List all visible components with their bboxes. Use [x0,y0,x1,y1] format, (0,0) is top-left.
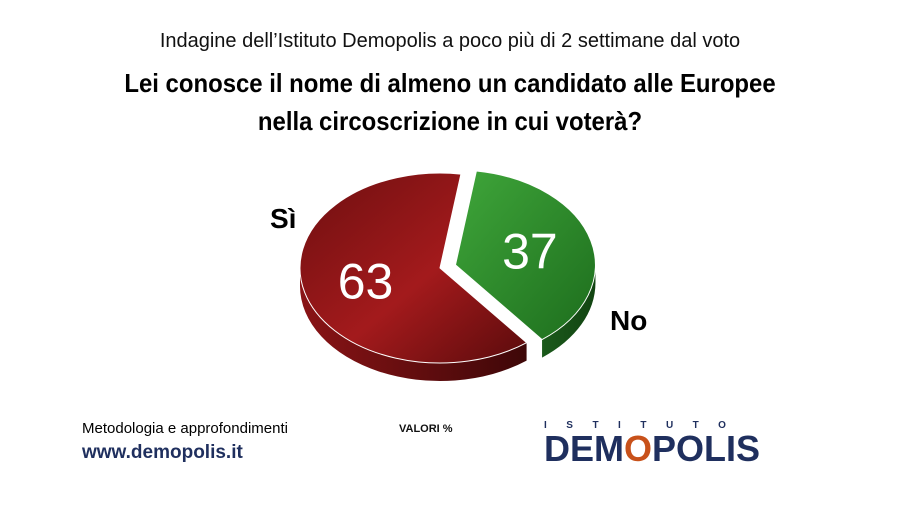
pie-side-no [300,268,527,381]
slice-value-no: 63 [338,253,394,309]
demopolis-logo: ISTITUTO DEMOPOLIS [544,420,804,470]
pie-slice-no [299,172,528,364]
logo-top-text: ISTITUTO [544,420,746,431]
slice-value-si: 37 [502,224,558,280]
chart-title: Lei conosce il nome di almeno un candida… [124,68,776,136]
pie-slice-si [454,170,596,341]
chart-subtitle: Indagine dell’Istituto Demopolis a poco … [159,30,741,52]
slice-label-si: Sì [270,203,296,234]
values-unit-note: VALORI % [399,423,453,435]
pie-side-si [542,264,596,358]
website-link[interactable]: www.demopolis.it [82,442,243,463]
logo-main-text: DEMOPOLIS [544,428,761,469]
slice-label-no: No [610,305,647,336]
methodology-text: Metodologia e approfondimenti [82,420,288,437]
